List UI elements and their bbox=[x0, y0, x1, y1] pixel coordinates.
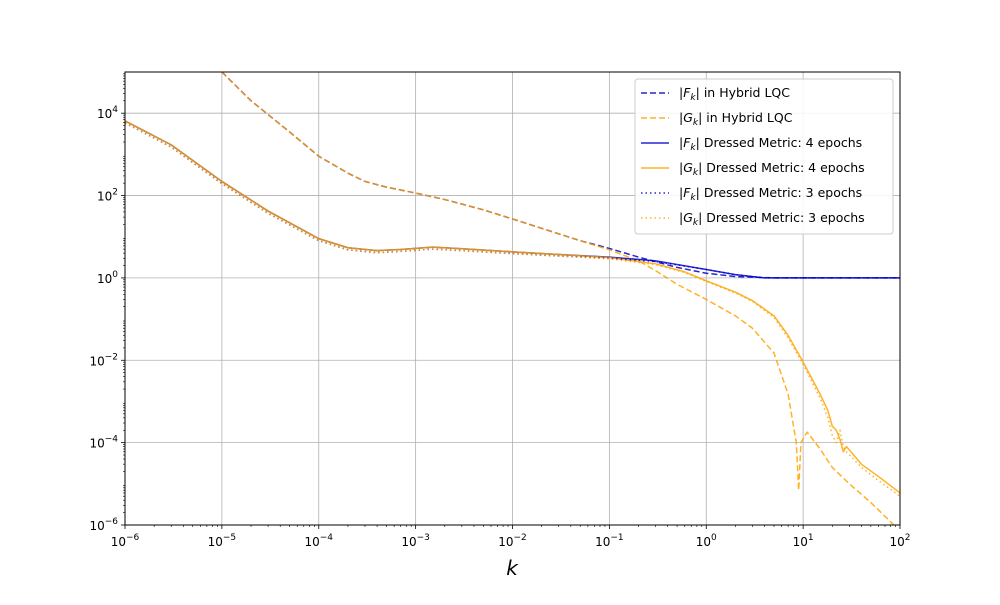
y-tick-label: 10−2 bbox=[89, 352, 118, 368]
y-tick-label: 10−4 bbox=[89, 435, 118, 451]
y-tick-label: 100 bbox=[97, 270, 118, 286]
x-tick-label: 10−5 bbox=[208, 533, 237, 549]
legend-entry-label: |Fk| in Hybrid LQC bbox=[679, 85, 790, 103]
legend: |Fk| in Hybrid LQC |Gk| in Hybrid LQC |Fk|… bbox=[634, 78, 894, 235]
series-line-4 bbox=[125, 120, 900, 494]
x-tick-label: 10−4 bbox=[304, 533, 333, 549]
x-axis: 10−6 10−5 10−4 10−3 10−2 10−1 100 101 102 bbox=[111, 525, 911, 549]
legend-entry-label: |Gk| in Hybrid LQC bbox=[679, 110, 793, 128]
series-line-2 bbox=[221, 72, 895, 525]
legend-entry-label: |Gk| Dressed Metric: 4 epochs bbox=[679, 160, 865, 178]
x-tick-label: 101 bbox=[793, 533, 814, 549]
y-tick-label: 10−6 bbox=[89, 517, 118, 533]
legend-entry-label: |Gk| Dressed Metric: 3 epochs bbox=[679, 210, 865, 228]
y-tick-label: 104 bbox=[97, 105, 118, 121]
y-axis: 10−6 10−4 10−2 100 102 104 bbox=[89, 73, 125, 533]
series-lines bbox=[125, 72, 900, 525]
x-axis-title: k bbox=[506, 556, 519, 580]
legend-box bbox=[634, 78, 894, 235]
x-tick-label: 102 bbox=[889, 533, 910, 549]
x-tick-label: 100 bbox=[696, 533, 717, 549]
x-tick-label: 10−2 bbox=[498, 533, 527, 549]
x-tick-label: 10−3 bbox=[401, 533, 430, 549]
y-tick-label: 102 bbox=[97, 188, 118, 204]
x-tick-label: 10−6 bbox=[111, 533, 140, 549]
x-tick-label: 10−1 bbox=[595, 533, 624, 549]
legend-entry-label: |Fk| Dressed Metric: 4 epochs bbox=[679, 135, 862, 153]
series-line-6 bbox=[125, 122, 900, 497]
legend-entry-label: |Fk| Dressed Metric: 3 epochs bbox=[679, 185, 862, 203]
